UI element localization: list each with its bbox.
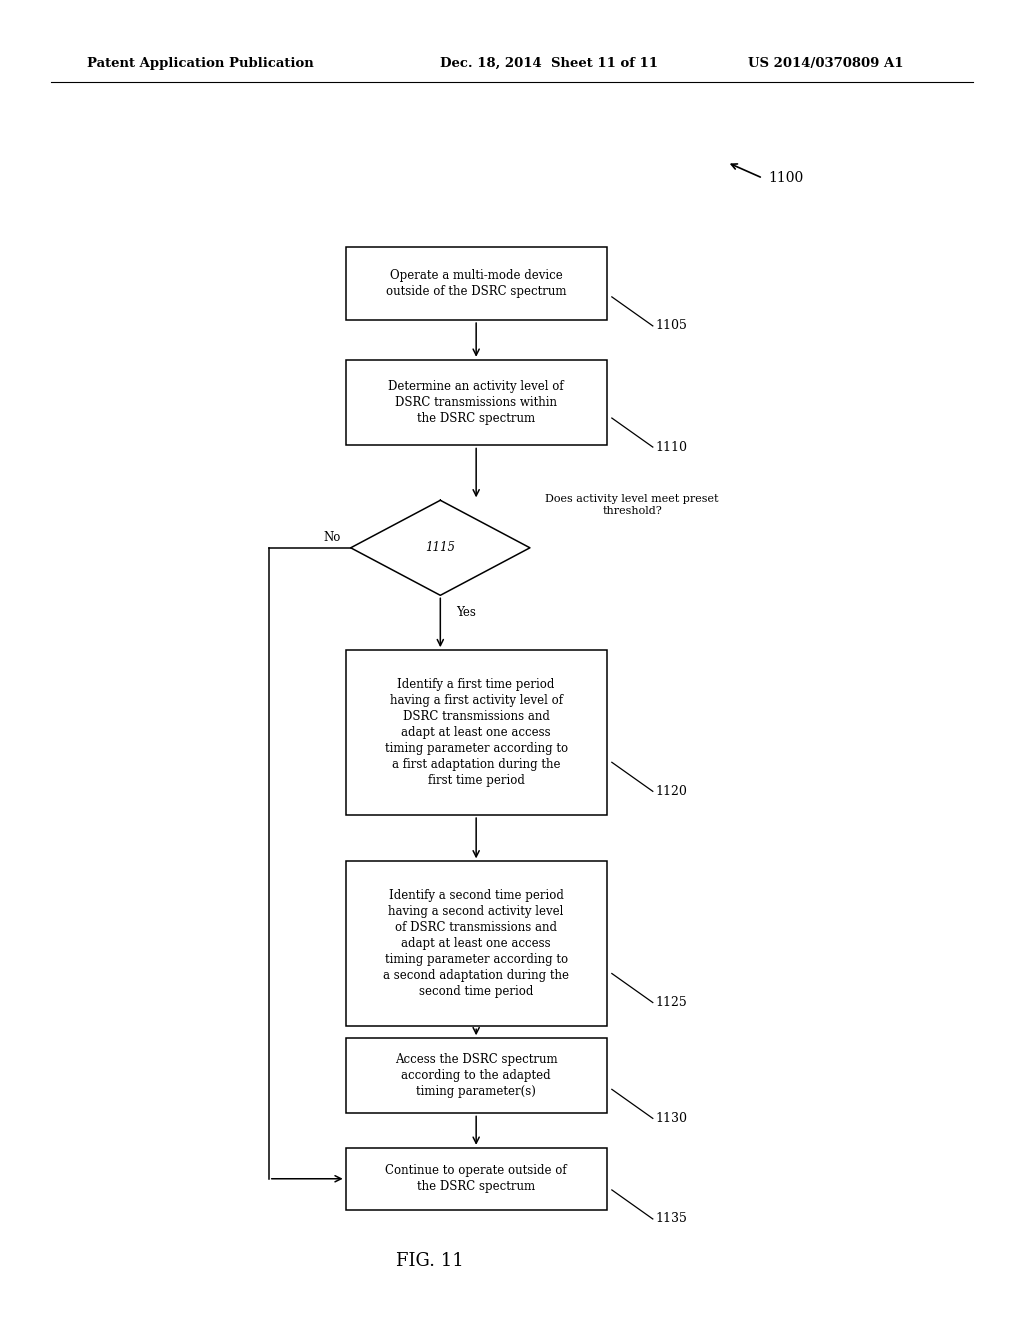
- Text: Dec. 18, 2014  Sheet 11 of 11: Dec. 18, 2014 Sheet 11 of 11: [440, 57, 658, 70]
- Text: Operate a multi-mode device
outside of the DSRC spectrum: Operate a multi-mode device outside of t…: [386, 269, 566, 298]
- FancyBboxPatch shape: [346, 359, 606, 445]
- Text: FIG. 11: FIG. 11: [396, 1251, 464, 1270]
- Text: 1105: 1105: [656, 319, 688, 333]
- Text: Identify a first time period
having a first activity level of
DSRC transmissions: Identify a first time period having a fi…: [385, 678, 567, 787]
- Text: 1135: 1135: [656, 1213, 688, 1225]
- FancyBboxPatch shape: [346, 1038, 606, 1113]
- Text: Identify a second time period
having a second activity level
of DSRC transmissio: Identify a second time period having a s…: [383, 890, 569, 998]
- Text: Yes: Yes: [456, 606, 475, 619]
- Text: US 2014/0370809 A1: US 2014/0370809 A1: [748, 57, 903, 70]
- Text: 1120: 1120: [656, 785, 688, 797]
- Text: 1110: 1110: [656, 441, 688, 454]
- Text: 1100: 1100: [768, 172, 803, 185]
- Text: No: No: [324, 531, 340, 544]
- FancyBboxPatch shape: [346, 1147, 606, 1209]
- Text: 1130: 1130: [656, 1111, 688, 1125]
- Text: Access the DSRC spectrum
according to the adapted
timing parameter(s): Access the DSRC spectrum according to th…: [395, 1053, 557, 1098]
- Text: 1115: 1115: [425, 541, 456, 554]
- FancyBboxPatch shape: [346, 247, 606, 319]
- FancyBboxPatch shape: [346, 861, 606, 1027]
- FancyBboxPatch shape: [346, 651, 606, 816]
- Text: Does activity level meet preset
threshold?: Does activity level meet preset threshol…: [545, 494, 719, 516]
- Text: Determine an activity level of
DSRC transmissions within
the DSRC spectrum: Determine an activity level of DSRC tran…: [388, 380, 564, 425]
- Text: 1125: 1125: [656, 997, 688, 1008]
- Text: Continue to operate outside of
the DSRC spectrum: Continue to operate outside of the DSRC …: [385, 1164, 567, 1193]
- Text: Patent Application Publication: Patent Application Publication: [87, 57, 313, 70]
